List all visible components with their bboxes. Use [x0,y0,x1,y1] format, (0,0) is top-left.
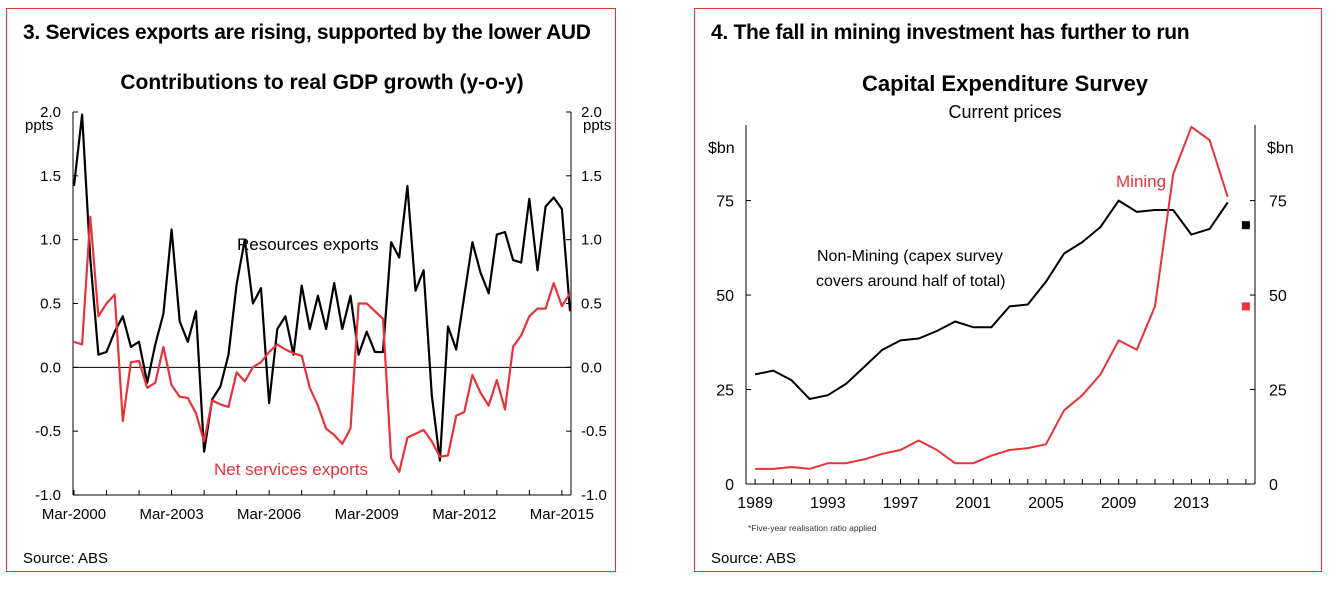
series-label-resources-exports: Resources exports [237,235,379,254]
y-tick-label-left: 0 [725,477,734,494]
x-tick-label: 2013 [1174,495,1210,512]
y-tick-label-right: 0.5 [581,296,602,313]
y-tick-label-right: -0.5 [581,423,607,440]
series-marker-non-mining-capex-survey-covers-around-half-of-total [1241,221,1250,230]
series-label-mining: Mining [1116,172,1166,191]
y-tick-label-right: 0.0 [581,359,602,376]
chart-panel-mining-investment: 4. The fall in mining investment has fur… [694,8,1322,572]
series-line-mining [755,125,1229,470]
series-line-net-services-exports [73,215,571,474]
y-tick-label-right: 75 [1269,194,1287,211]
y-tick-label-right: 50 [1269,288,1287,305]
source-note: Source: ABS [23,550,109,567]
series-label-non-mining-line-2: covers around half of total) [816,273,1005,290]
y-tick-label-right: 2.0 [581,104,602,121]
x-tick-label: Mar-2003 [139,506,203,523]
y-tick-label-left: 1.5 [40,168,61,185]
x-tick-label: 1989 [737,495,773,512]
capex-survey-chart: Capital Expenditure Survey Current prices… [708,71,1294,533]
y-tick-label-left: -0.5 [35,423,61,440]
x-tick-label: 2001 [955,495,991,512]
panel-title: 3. Services exports are rising, supporte… [23,21,591,44]
y-tick-label-left: 0.0 [40,359,61,376]
x-tick-label: Mar-2000 [42,506,106,523]
panel-title: 4. The fall in mining investment has fur… [711,21,1190,44]
series-marker-mining [1241,302,1250,311]
x-tick-label: 1997 [883,495,919,512]
y-tick-label-right: 25 [1269,383,1287,400]
y-tick-label-right: 1.5 [581,168,602,185]
y-axis-label-right: $bn [1267,140,1294,157]
y-tick-label-right: -1.0 [581,487,607,504]
y-axis-label-right: ppts [583,117,611,134]
series-line-non-mining-capex-survey-covers-around-half-of-total [754,199,1229,400]
chart-panel-services-exports: 3. Services exports are rising, supporte… [6,8,616,572]
source-note: Source: ABS [711,550,797,567]
chart-title: Capital Expenditure Survey [862,71,1149,96]
y-tick-label-right: 1.0 [581,232,602,249]
chart-footnote: *Five-year realisation ratio applied [748,523,877,533]
x-tick-label: Mar-2006 [237,506,301,523]
y-tick-label-left: 25 [716,383,734,400]
y-tick-label-left: -1.0 [35,487,61,504]
x-tick-label: Mar-2009 [335,506,399,523]
y-tick-label-left: 0.5 [40,296,61,313]
y-axis-label-left: ppts [25,117,53,134]
series-label-non-mining-line-1: Non-Mining (capex survey [817,248,1003,265]
x-tick-label: 1993 [810,495,846,512]
y-tick-label-left: 50 [716,288,734,305]
y-tick-label-right: 0 [1269,477,1278,494]
y-tick-label-left: 2.0 [40,104,61,121]
x-tick-label: 2009 [1101,495,1137,512]
services-exports-chart: Contributions to real GDP growth (y-o-y)… [25,71,611,523]
y-tick-label-left: 75 [716,194,734,211]
x-tick-label: Mar-2015 [530,506,594,523]
x-tick-label: 2005 [1028,495,1064,512]
chart-subtitle: Current prices [948,102,1061,122]
series-label-net-services-exports: Net services exports [214,460,368,479]
chart-title: Contributions to real GDP growth (y-o-y) [120,71,523,94]
series-line-resources-exports [72,113,572,462]
x-tick-label: Mar-2012 [432,506,496,523]
y-axis-label-left: $bn [708,140,735,157]
y-tick-label-left: 1.0 [40,232,61,249]
